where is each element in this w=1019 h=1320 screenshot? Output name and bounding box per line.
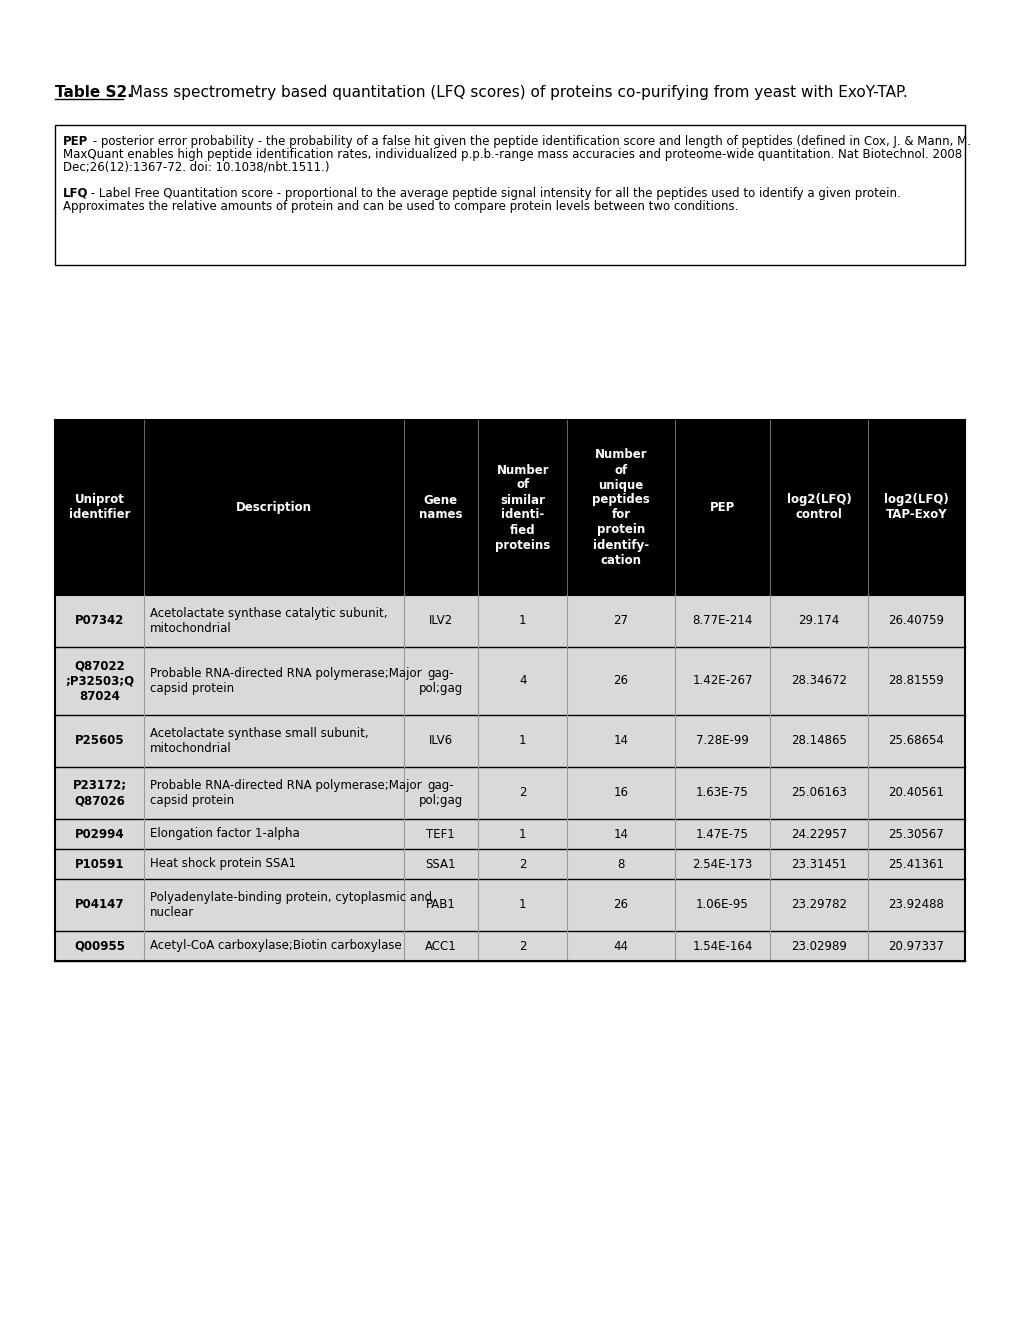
- Text: Acetyl-CoA carboxylase;Biotin carboxylase: Acetyl-CoA carboxylase;Biotin carboxylas…: [150, 940, 401, 953]
- Text: 4: 4: [519, 675, 526, 688]
- Text: Q00955: Q00955: [74, 940, 125, 953]
- Text: Probable RNA-directed RNA polymerase;Major
capsid protein: Probable RNA-directed RNA polymerase;Maj…: [150, 779, 422, 807]
- Bar: [55, 818, 964, 849]
- Text: 28.14865: 28.14865: [790, 734, 846, 747]
- Text: 28.34672: 28.34672: [790, 675, 846, 688]
- Text: 25.41361: 25.41361: [888, 858, 944, 870]
- Text: 1.42E-267: 1.42E-267: [692, 675, 752, 688]
- Text: P23172;
Q87026: P23172; Q87026: [72, 779, 126, 807]
- Text: 1.06E-95: 1.06E-95: [695, 899, 748, 912]
- Text: ILV6: ILV6: [428, 734, 452, 747]
- Text: TEF1: TEF1: [426, 828, 454, 841]
- Text: 1.63E-75: 1.63E-75: [695, 787, 748, 800]
- Text: Number
of
similar
identi-
fied
proteins: Number of similar identi- fied proteins: [494, 463, 550, 552]
- Text: 25.06163: 25.06163: [790, 787, 846, 800]
- Text: 23.02989: 23.02989: [790, 940, 846, 953]
- Bar: [55, 931, 964, 961]
- Text: 25.68654: 25.68654: [888, 734, 944, 747]
- Text: Approximates the relative amounts of protein and can be used to compare protein : Approximates the relative amounts of pro…: [63, 201, 738, 213]
- Text: Q87022
;P32503;Q
87024: Q87022 ;P32503;Q 87024: [65, 660, 135, 702]
- Bar: [55, 849, 964, 879]
- Bar: [55, 767, 964, 818]
- Text: 26: 26: [612, 899, 628, 912]
- Text: Acetolactate synthase catalytic subunit,
mitochondrial: Acetolactate synthase catalytic subunit,…: [150, 607, 387, 635]
- Text: 44: 44: [612, 940, 628, 953]
- Text: 1: 1: [519, 828, 526, 841]
- Text: - Label Free Quantitation score - proportional to the average peptide signal int: - Label Free Quantitation score - propor…: [87, 187, 900, 201]
- Text: 20.40561: 20.40561: [888, 787, 944, 800]
- Text: P07342: P07342: [74, 615, 124, 627]
- Text: ACC1: ACC1: [425, 940, 457, 953]
- Text: 23.29782: 23.29782: [790, 899, 846, 912]
- Text: gag-
pol;gag: gag- pol;gag: [419, 667, 463, 696]
- Bar: [55, 647, 964, 715]
- Text: 1: 1: [519, 615, 526, 627]
- Text: P02994: P02994: [74, 828, 124, 841]
- Text: SSA1: SSA1: [425, 858, 455, 870]
- Text: 23.31451: 23.31451: [790, 858, 846, 870]
- Text: Acetolactate synthase small subunit,
mitochondrial: Acetolactate synthase small subunit, mit…: [150, 727, 369, 755]
- Text: Heat shock protein SSA1: Heat shock protein SSA1: [150, 858, 296, 870]
- Text: Uniprot
identifier: Uniprot identifier: [68, 494, 130, 521]
- Text: 1.54E-164: 1.54E-164: [692, 940, 752, 953]
- Text: 27: 27: [612, 615, 628, 627]
- Text: 23.92488: 23.92488: [888, 899, 944, 912]
- Text: Polyadenylate-binding protein, cytoplasmic and
nuclear: Polyadenylate-binding protein, cytoplasm…: [150, 891, 432, 919]
- Text: 25.30567: 25.30567: [888, 828, 944, 841]
- Text: 8: 8: [616, 858, 624, 870]
- Text: 20.97337: 20.97337: [888, 940, 944, 953]
- Text: PAB1: PAB1: [426, 899, 455, 912]
- Text: log2(LFQ)
control: log2(LFQ) control: [786, 494, 851, 521]
- Text: 1: 1: [519, 899, 526, 912]
- Text: 16: 16: [612, 787, 628, 800]
- Text: 1: 1: [519, 734, 526, 747]
- Text: 26: 26: [612, 675, 628, 688]
- Text: 28.81559: 28.81559: [888, 675, 944, 688]
- Text: ILV2: ILV2: [428, 615, 452, 627]
- Text: 24.22957: 24.22957: [790, 828, 846, 841]
- Text: 14: 14: [612, 828, 628, 841]
- Text: Elongation factor 1-alpha: Elongation factor 1-alpha: [150, 828, 300, 841]
- Bar: [55, 879, 964, 931]
- Text: - posterior error probability - the probability of a false hit given the peptide: - posterior error probability - the prob…: [89, 135, 970, 148]
- Text: 8.77E-214: 8.77E-214: [692, 615, 752, 627]
- Text: PEP: PEP: [709, 502, 735, 513]
- Text: MaxQuant enables high peptide identification rates, individualized p.p.b.-range : MaxQuant enables high peptide identifica…: [63, 148, 961, 161]
- Text: Mass spectrometry based quantitation (LFQ scores) of proteins co-purifying from : Mass spectrometry based quantitation (LF…: [125, 84, 907, 100]
- Text: Gene
names: Gene names: [419, 494, 463, 521]
- Bar: [55, 420, 964, 595]
- Text: Number
of
unique
peptides
for
protein
identify-
cation: Number of unique peptides for protein id…: [592, 449, 649, 566]
- Text: P04147: P04147: [74, 899, 124, 912]
- Text: 2: 2: [519, 787, 526, 800]
- Text: 2: 2: [519, 940, 526, 953]
- Text: 29.174: 29.174: [798, 615, 839, 627]
- Text: gag-
pol;gag: gag- pol;gag: [419, 779, 463, 807]
- Bar: [55, 595, 964, 647]
- Text: P10591: P10591: [74, 858, 124, 870]
- Text: Table S2.: Table S2.: [55, 84, 132, 100]
- Bar: [55, 125, 964, 265]
- Text: 2: 2: [519, 858, 526, 870]
- Text: 2.54E-173: 2.54E-173: [692, 858, 752, 870]
- Text: P25605: P25605: [74, 734, 124, 747]
- Text: Description: Description: [235, 502, 312, 513]
- Text: 26.40759: 26.40759: [888, 615, 944, 627]
- Text: PEP: PEP: [63, 135, 89, 148]
- Bar: [55, 715, 964, 767]
- Text: log2(LFQ)
TAP-ExoY: log2(LFQ) TAP-ExoY: [883, 494, 948, 521]
- Text: 7.28E-99: 7.28E-99: [695, 734, 748, 747]
- Text: LFQ: LFQ: [63, 187, 89, 201]
- Text: 1.47E-75: 1.47E-75: [695, 828, 748, 841]
- Text: Dec;26(12):1367-72. doi: 10.1038/nbt.1511.): Dec;26(12):1367-72. doi: 10.1038/nbt.151…: [63, 161, 329, 174]
- Text: Probable RNA-directed RNA polymerase;Major
capsid protein: Probable RNA-directed RNA polymerase;Maj…: [150, 667, 422, 696]
- Text: 14: 14: [612, 734, 628, 747]
